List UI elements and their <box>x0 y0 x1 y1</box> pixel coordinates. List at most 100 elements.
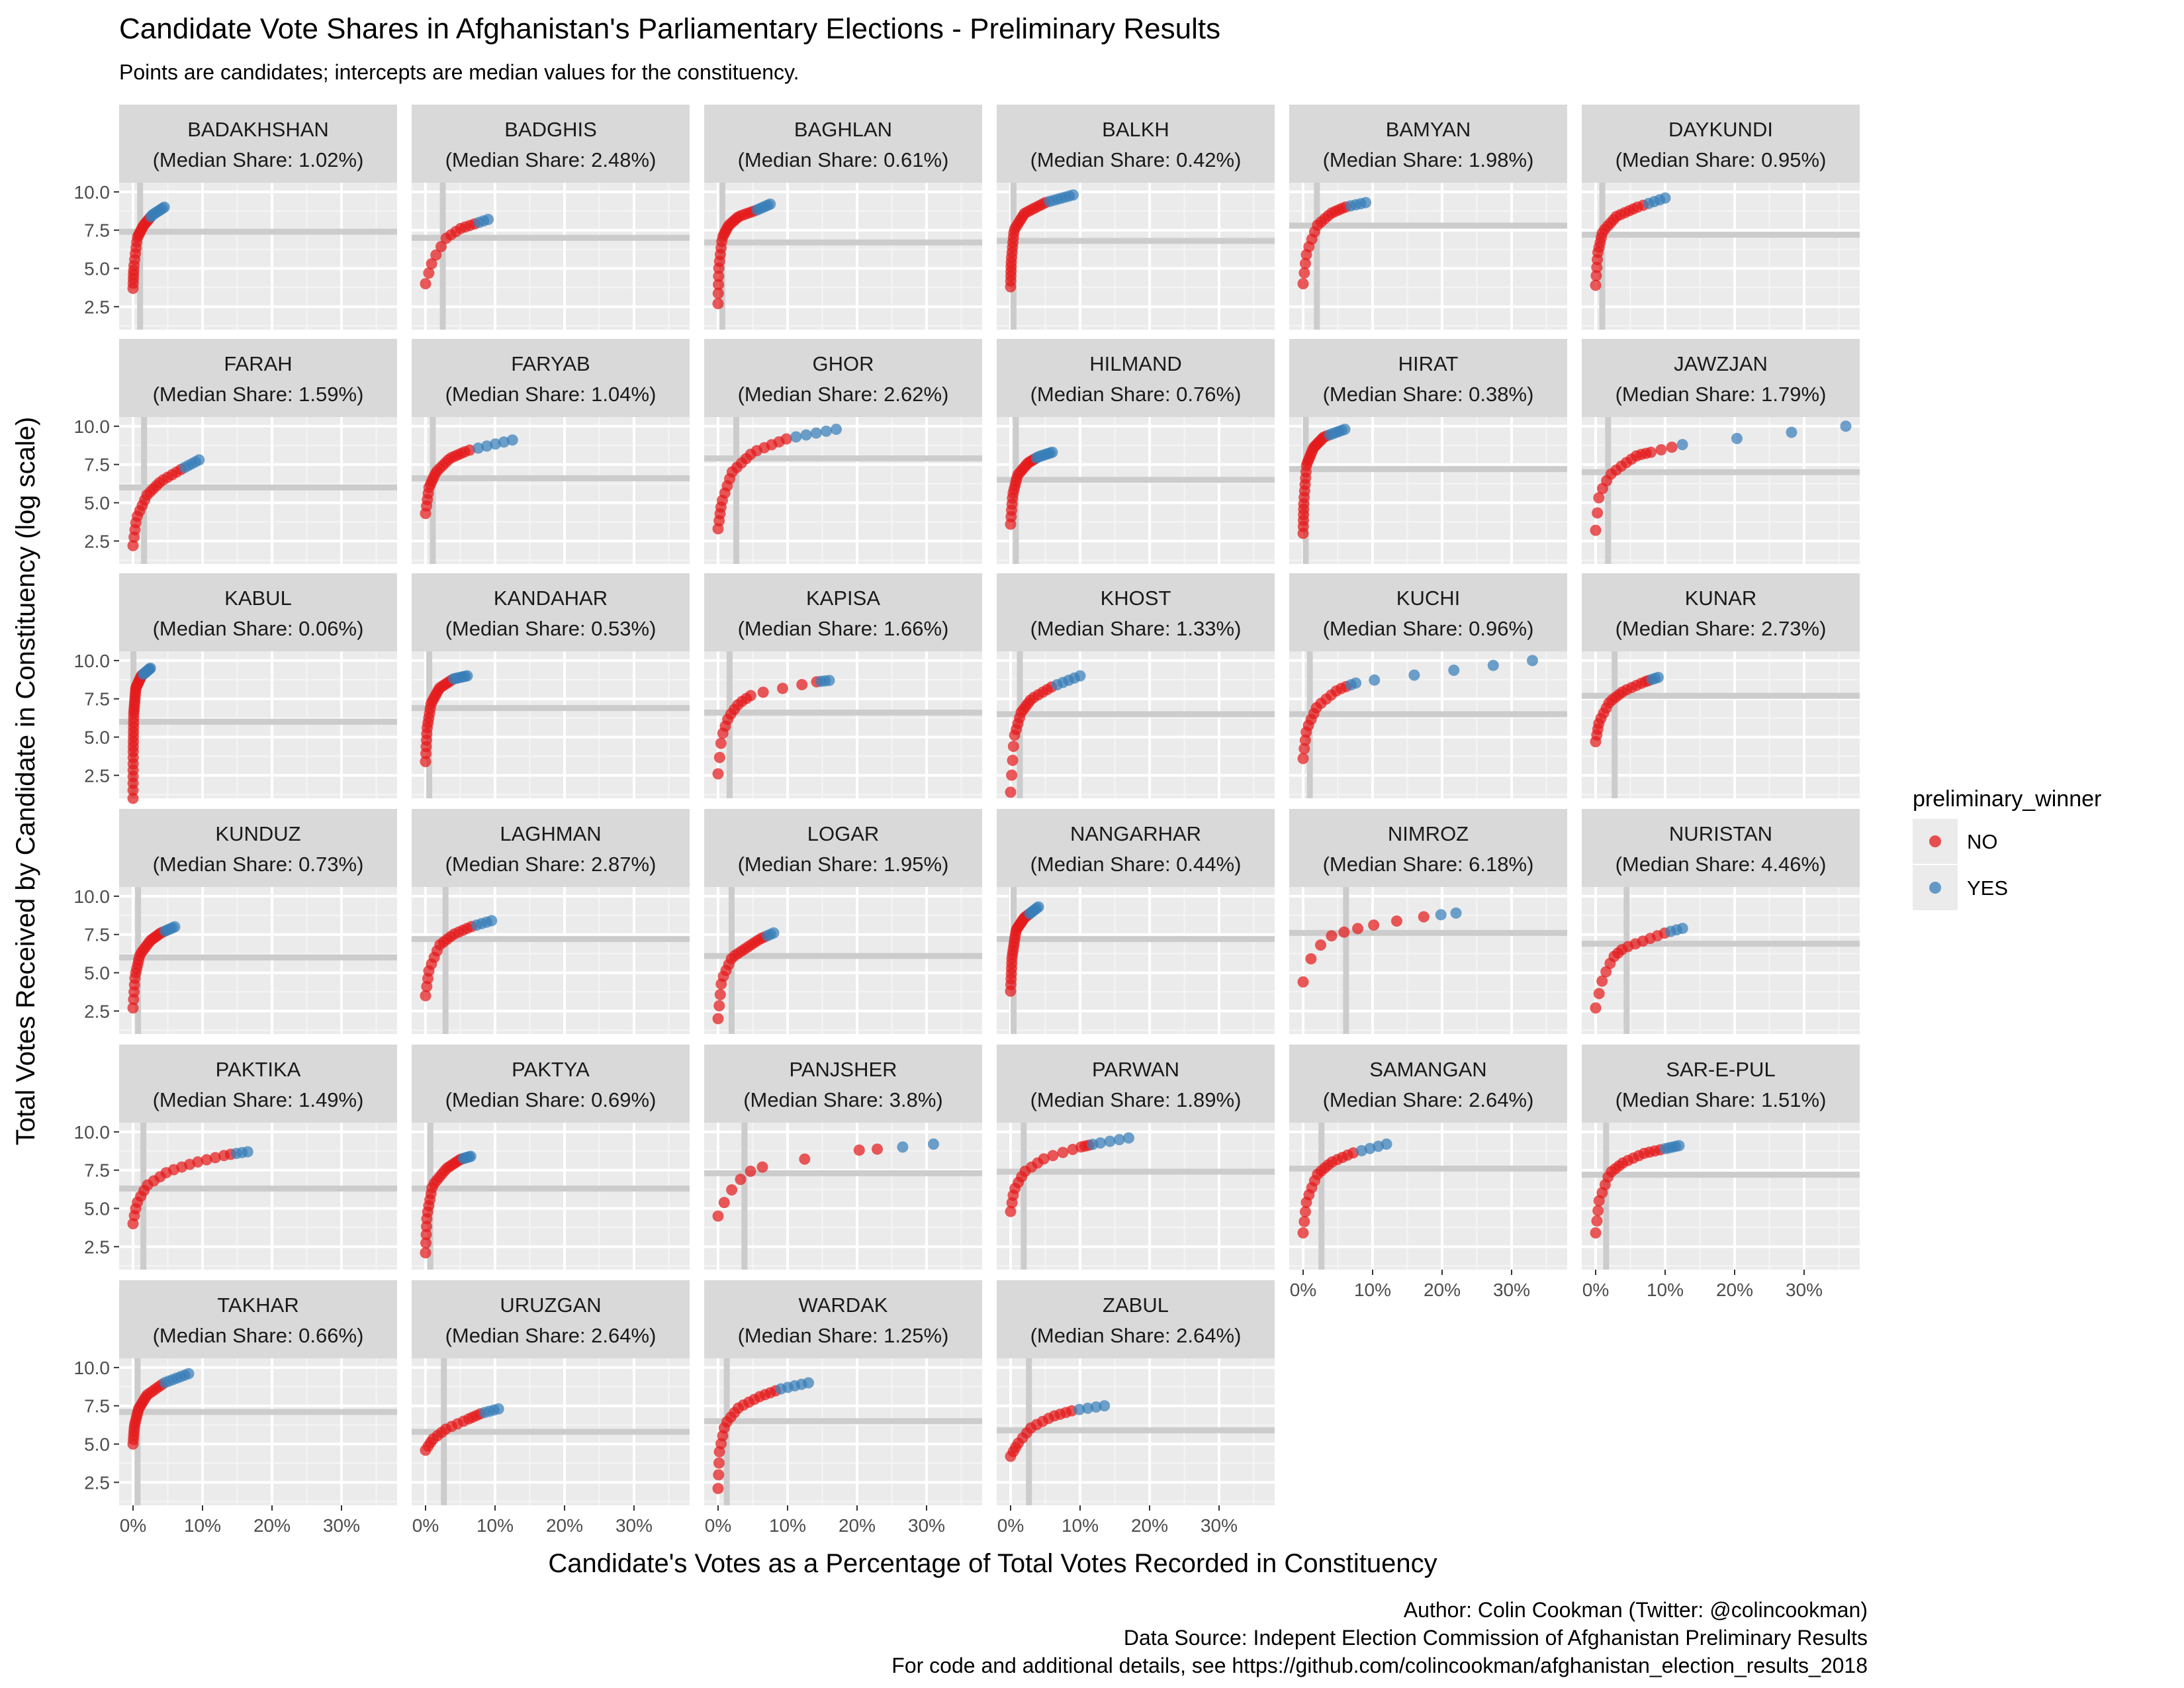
plot-background <box>704 1358 982 1505</box>
x-tick-label: 0% <box>1582 1280 1609 1300</box>
candidate-point-no <box>796 679 808 690</box>
y-tick-label: 7.5 <box>84 455 110 475</box>
candidate-point-no <box>420 1229 432 1241</box>
y-tick-label: 2.5 <box>84 765 110 786</box>
facet-strip <box>1582 339 1860 417</box>
candidate-point-yes <box>823 675 835 686</box>
plot-background <box>704 651 982 798</box>
x-axis-label: Candidate's Votes as a Percentage of Tot… <box>548 1549 1437 1578</box>
facet-strip <box>704 573 982 651</box>
candidate-point-no <box>713 270 725 282</box>
y-tick-label: 2.5 <box>84 1237 110 1257</box>
candidate-point-no <box>1596 975 1608 987</box>
facet-panel-hirat: HIRAT (Median Share: 0.38%) <box>1289 339 1567 564</box>
x-tick-label: 20% <box>1716 1280 1753 1300</box>
candidate-point-yes <box>820 425 832 437</box>
facet-panel-khost: KHOST (Median Share: 1.33%) <box>997 573 1275 798</box>
candidate-point-no <box>1326 930 1338 942</box>
chart-title: Candidate Vote Shares in Afghanistan's P… <box>119 13 1220 45</box>
y-tick-label: 5.0 <box>84 1434 110 1455</box>
candidate-point-no <box>209 1152 221 1164</box>
x-tick-label: 30% <box>323 1515 360 1536</box>
facet-strip-median: (Median Share: 0.42%) <box>1030 148 1242 171</box>
x-tick-label: 30% <box>908 1515 945 1536</box>
facet-strip-median: (Median Share: 2.64%) <box>1323 1088 1534 1111</box>
candidate-point-yes <box>1046 446 1058 458</box>
candidate-point-no <box>712 1013 724 1025</box>
candidate-point-no <box>423 267 435 279</box>
candidate-point-yes <box>790 431 802 443</box>
facet-strip-name: KAPISA <box>806 586 880 610</box>
candidate-point-yes <box>831 424 842 435</box>
candidate-point-yes <box>1381 1138 1392 1150</box>
plot-background <box>704 417 982 564</box>
facet-panel-panjsher: PANJSHER (Median Share: 3.8%) <box>704 1045 982 1270</box>
candidate-point-yes <box>928 1138 939 1150</box>
facet-strip-name: NIMROZ <box>1388 822 1469 845</box>
candidate-point-yes <box>158 201 170 213</box>
candidate-point-no <box>1590 1002 1602 1014</box>
candidate-point-no <box>712 298 724 310</box>
facet-strip <box>704 339 982 417</box>
candidate-point-yes <box>1450 907 1462 919</box>
candidate-point-yes <box>1786 426 1797 438</box>
candidate-point-no <box>1655 444 1667 456</box>
facet-panel-kuchi: KUCHI (Median Share: 0.96%) <box>1289 573 1567 798</box>
candidate-point-no <box>426 258 437 270</box>
facet-strip-median: (Median Share: 1.95%) <box>738 853 949 876</box>
facet-strip <box>412 1280 690 1358</box>
facet-strip-median: (Median Share: 0.06%) <box>153 617 364 640</box>
facet-panel-kandahar: KANDAHAR (Median Share: 0.53%) <box>412 573 690 798</box>
candidate-point-yes <box>1095 1137 1107 1149</box>
facet-panel-daykundi: DAYKUNDI (Median Share: 0.95%) <box>1582 105 1860 330</box>
facet-panel-takhar: TAKHAR (Median Share: 0.66%) 2.5 5.0 7.5 10.0… <box>74 1280 397 1536</box>
facet-strip-median: (Median Share: 1.89%) <box>1030 1088 1242 1111</box>
candidate-point-yes <box>897 1141 909 1153</box>
candidate-point-no <box>757 686 769 698</box>
facet-strip-name: BAMYAN <box>1386 118 1471 141</box>
facet-strip-median: (Median Share: 4.46%) <box>1615 853 1827 876</box>
facet-strip-median: (Median Share: 1.04%) <box>445 383 657 406</box>
facet-strip-median: (Median Share: 2.62%) <box>738 383 949 406</box>
facet-panel-sar-e-pul: SAR-E-PUL (Median Share: 1.51%) 0% 10% 20% 30… <box>1582 1045 1860 1300</box>
candidate-point-no <box>718 1197 730 1209</box>
facet-strip <box>1289 809 1567 887</box>
facet-strip <box>119 339 397 417</box>
candidate-point-no <box>1592 1205 1604 1217</box>
candidate-point-no <box>712 768 724 780</box>
facet-strip-name: WARDAK <box>799 1293 888 1317</box>
facet-strip-median: (Median Share: 1.33%) <box>1030 617 1242 640</box>
candidate-point-no <box>1005 786 1017 798</box>
legend-label-no: NO <box>1967 830 1998 853</box>
facet-strip-name: KUNDUZ <box>215 822 300 845</box>
caption-source: Data Source: Indepent Election Commissio… <box>1124 1626 1868 1650</box>
x-tick-label: 20% <box>839 1515 876 1536</box>
x-tick-label: 10% <box>1647 1280 1684 1300</box>
x-tick-label: 0% <box>120 1515 146 1536</box>
y-tick-label: 10.0 <box>74 182 111 203</box>
candidate-point-no <box>1299 1205 1311 1217</box>
candidate-point-yes <box>1082 1402 1094 1414</box>
candidate-point-no <box>780 433 792 445</box>
facet-strip <box>412 105 690 183</box>
x-tick-label: 10% <box>769 1515 806 1536</box>
plot-background <box>1582 651 1860 798</box>
facet-panel-samangan: SAMANGAN (Median Share: 2.64%) 0% 10% 20% 30% <box>1289 1045 1567 1300</box>
facet-strip-median: (Median Share: 0.95%) <box>1615 148 1827 171</box>
facet-strip-name: URUZGAN <box>500 1293 601 1317</box>
facet-strip <box>997 339 1275 417</box>
x-tick-label: 30% <box>1786 1280 1823 1300</box>
facet-panel-faryab: FARYAB (Median Share: 1.04%) <box>412 339 690 564</box>
facet-strip-median: (Median Share: 0.73%) <box>153 853 364 876</box>
candidate-point-no <box>714 988 726 1000</box>
candidate-point-no <box>430 249 442 261</box>
facet-panel-nimroz: NIMROZ (Median Share: 6.18%) <box>1289 809 1567 1034</box>
facet-strip-median: (Median Share: 1.98%) <box>1323 148 1534 171</box>
plot-background <box>412 1123 690 1270</box>
candidate-point-no <box>420 990 432 1002</box>
x-tick-label: 0% <box>997 1515 1024 1536</box>
facet-panel-balkh: BALKH (Median Share: 0.42%) <box>997 105 1275 330</box>
plot-background <box>119 887 397 1034</box>
y-tick-label: 2.5 <box>84 1001 110 1021</box>
facet-strip-name: PAKTIKA <box>216 1058 301 1081</box>
